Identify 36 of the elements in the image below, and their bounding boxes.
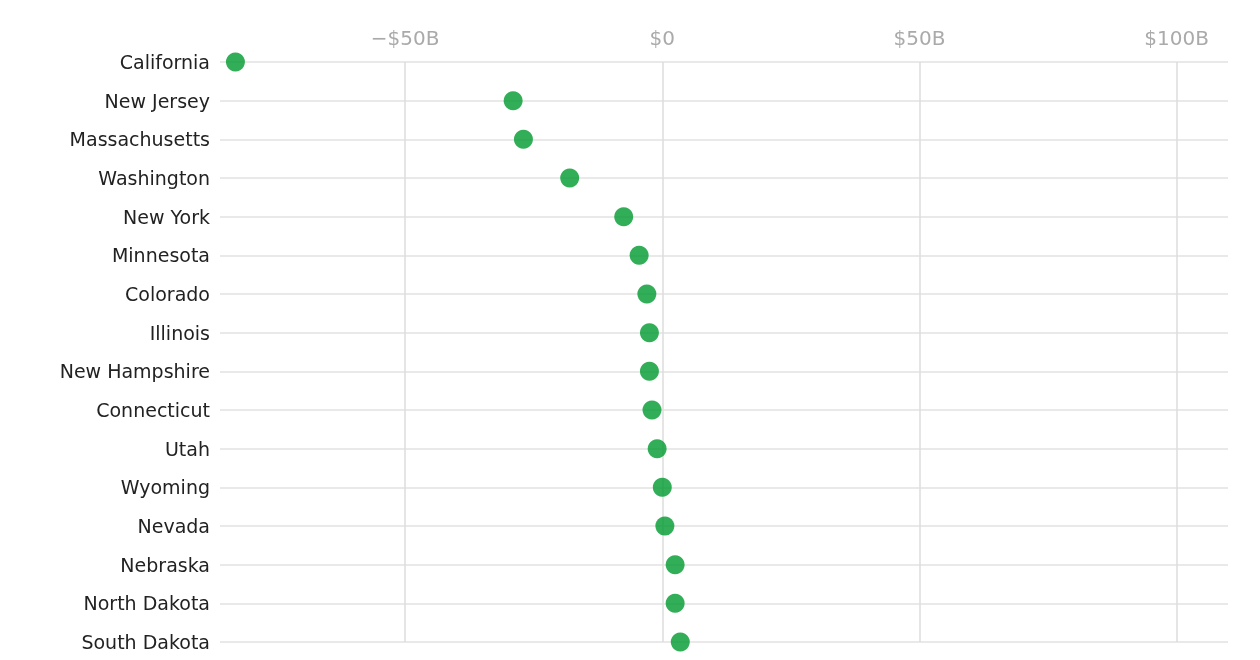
- point: [637, 284, 657, 304]
- y-tick-label: New York: [122, 205, 210, 228]
- y-tick-label: Utah: [164, 437, 210, 460]
- point: [560, 168, 580, 188]
- point: [665, 593, 685, 613]
- y-tick-label: New Jersey: [104, 89, 210, 112]
- point: [652, 477, 672, 497]
- y-tick-label: Nevada: [137, 515, 210, 537]
- x-tick-label: $100B: [1144, 26, 1209, 50]
- point: [225, 52, 245, 72]
- point: [629, 245, 649, 265]
- point: [639, 323, 659, 343]
- y-tick-label: North Dakota: [83, 592, 210, 615]
- point: [503, 91, 523, 111]
- y-tick-label: Wyoming: [120, 476, 210, 499]
- y-tick-label: Nebraska: [120, 553, 210, 576]
- y-tick-label: Massachusetts: [69, 128, 210, 151]
- point: [655, 516, 675, 536]
- y-tick-label: California: [119, 51, 210, 73]
- y-tick-label: Washington: [98, 167, 210, 189]
- point: [642, 400, 662, 420]
- y-tick-label: New Hampshire: [59, 360, 210, 383]
- point: [647, 439, 667, 459]
- y-tick-label: Illinois: [149, 321, 210, 344]
- point: [639, 361, 659, 381]
- y-tick-label: Connecticut: [96, 399, 210, 421]
- point: [670, 632, 690, 652]
- x-tick-label: −$50B: [370, 26, 440, 50]
- y-tick-label: Colorado: [125, 283, 210, 305]
- y-tick-label: South Dakota: [81, 631, 210, 653]
- x-tick-label: $0: [649, 26, 676, 50]
- point: [665, 555, 685, 575]
- point: [614, 207, 634, 227]
- x-tick-label: $50B: [893, 26, 946, 50]
- y-tick-label: Minnesota: [111, 244, 210, 267]
- point: [513, 129, 533, 149]
